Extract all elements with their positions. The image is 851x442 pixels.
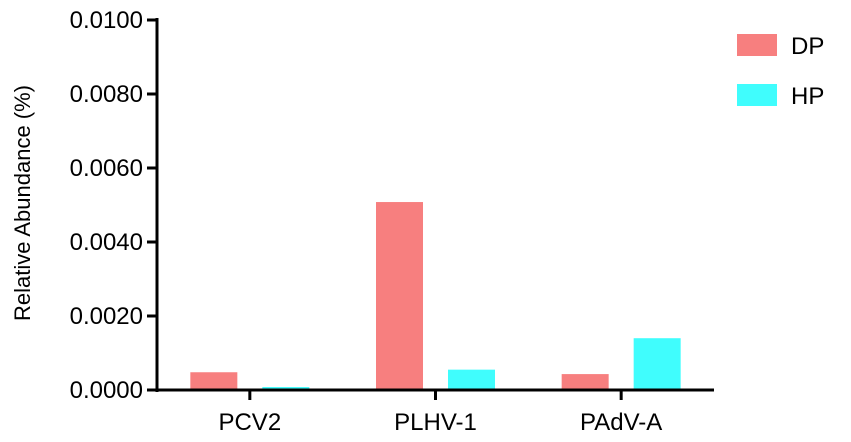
bar-dp-padv-a: [561, 374, 609, 390]
legend: DP HP: [737, 33, 824, 110]
x-tick-label: PAdV-A: [580, 409, 662, 436]
y-axis: 0.0000 0.0020 0.0040 0.0060 0.0080 0.0100: [70, 7, 159, 404]
x-tick-label: PLHV-1: [394, 409, 477, 436]
legend-swatch-dp: [737, 34, 777, 56]
legend-label-dp: DP: [791, 33, 824, 60]
y-tick-label: 0.0040: [70, 229, 143, 256]
bars: [190, 202, 681, 390]
bar-hp-padv-a: [633, 338, 681, 390]
x-tick-label: PCV2: [218, 409, 281, 436]
y-tick-label: 0.0080: [70, 81, 143, 108]
legend-label-hp: HP: [791, 83, 824, 110]
y-axis-title: Relative Abundance (%): [10, 85, 35, 321]
y-tick-label: 0.0000: [70, 377, 143, 404]
y-tick-label: 0.0100: [70, 7, 143, 34]
bar-dp-pcv2: [190, 372, 238, 390]
bar-hp-plhv-1: [448, 369, 495, 390]
legend-swatch-hp: [737, 84, 777, 106]
y-tick-label: 0.0020: [70, 303, 143, 330]
y-tick-label: 0.0060: [70, 155, 143, 182]
bar-dp-plhv-1: [376, 202, 423, 390]
x-axis: PCV2 PLHV-1 PAdV-A: [155, 388, 714, 436]
